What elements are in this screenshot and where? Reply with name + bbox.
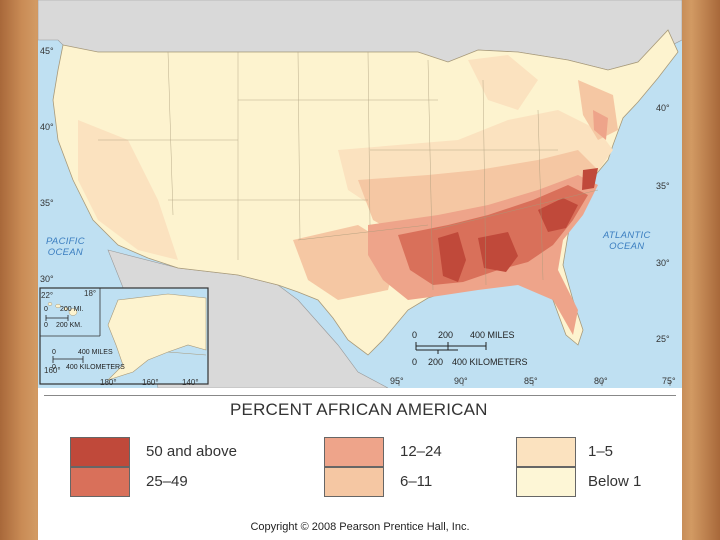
legend-title: PERCENT AFRICAN AMERICAN [230,400,488,419]
lon-label: 85° [524,376,538,386]
atlantic-ocean-label: ATLANTIC OCEAN [603,230,651,252]
hawaii-shape [47,302,78,316]
legend-swatch-50-plus [70,437,130,467]
atlantic-ocean-text: ATLANTIC OCEAN [603,230,651,252]
alaska-shape [107,293,207,381]
pacific-ocean-label: PACIFIC OCEAN [46,236,85,258]
lon-label: 80° [594,376,608,386]
lat-label: 45° [40,46,54,56]
lat-label: 30° [656,258,670,268]
lon-label: 160° [142,378,159,387]
lon-label: 140° [182,378,199,387]
legend-swatch-below-1 [516,467,576,497]
lon-label: 160° [44,366,61,375]
legend-label-below-1: Below 1 [588,473,642,490]
legend-label-25-49: 25–49 [146,473,188,490]
scale-km-200: 200 [428,357,444,367]
scale-km-0: 0 [412,357,418,367]
lat-label: 40° [656,103,670,113]
lon-label: 75° [662,376,676,386]
lat-label: 25° [656,334,670,344]
hawaii-scale-mi: 200 MI. [60,306,84,313]
lat-label: 35° [656,181,670,191]
legend-label-1-5: 1–5 [588,443,614,460]
alaska-scale-0-km: 0 [52,364,56,371]
legend-swatch-12-24 [324,437,384,467]
map-canvas [38,0,682,388]
alaska-scale-mi: 400 MILES [78,349,113,356]
legend-label-50-plus: 50 and above [146,443,237,460]
legend-swatch-1-5 [516,437,576,467]
lat-label: 18° [84,289,97,298]
lat-label: 35° [40,198,54,208]
pacific-ocean-text: PACIFIC OCEAN [46,236,85,258]
hawaii-scale-0: 0 [44,306,48,313]
legend-label-12-24: 12–24 [400,443,442,460]
lat-label: 30° [40,274,54,284]
legend-swatch-6-11 [324,467,384,497]
hawaii-scale-0-km: 0 [44,322,48,329]
lon-label: 95° [390,376,404,386]
lon-label: 180° [100,378,117,387]
scale-miles-400: 400 MILES [470,330,515,340]
slide: PACIFIC OCEAN ATLANTIC OCEAN 45° 40° 35°… [38,0,682,540]
scale-miles-200: 200 [438,330,454,340]
main-scale-bar [415,342,487,354]
choropleth-map: PACIFIC OCEAN ATLANTIC OCEAN 45° 40° 35°… [38,0,682,388]
alaska-scale-km: 400 KILOMETERS [66,364,125,371]
scale-miles-0: 0 [412,330,418,340]
lat-label: 22° [41,291,54,300]
lat-label: 40° [40,122,54,132]
legend-divider [44,395,676,396]
hawaii-scale-km: 200 KM. [56,322,83,329]
lon-label: 90° [454,376,468,386]
legend-swatch-25-49 [70,467,130,497]
scale-km-400: 400 KILOMETERS [452,357,528,367]
copyright-notice: Copyright © 2008 Pearson Prentice Hall, … [250,521,470,533]
alaska-scale-0: 0 [52,349,56,356]
legend-label-6-11: 6–11 [400,473,433,490]
